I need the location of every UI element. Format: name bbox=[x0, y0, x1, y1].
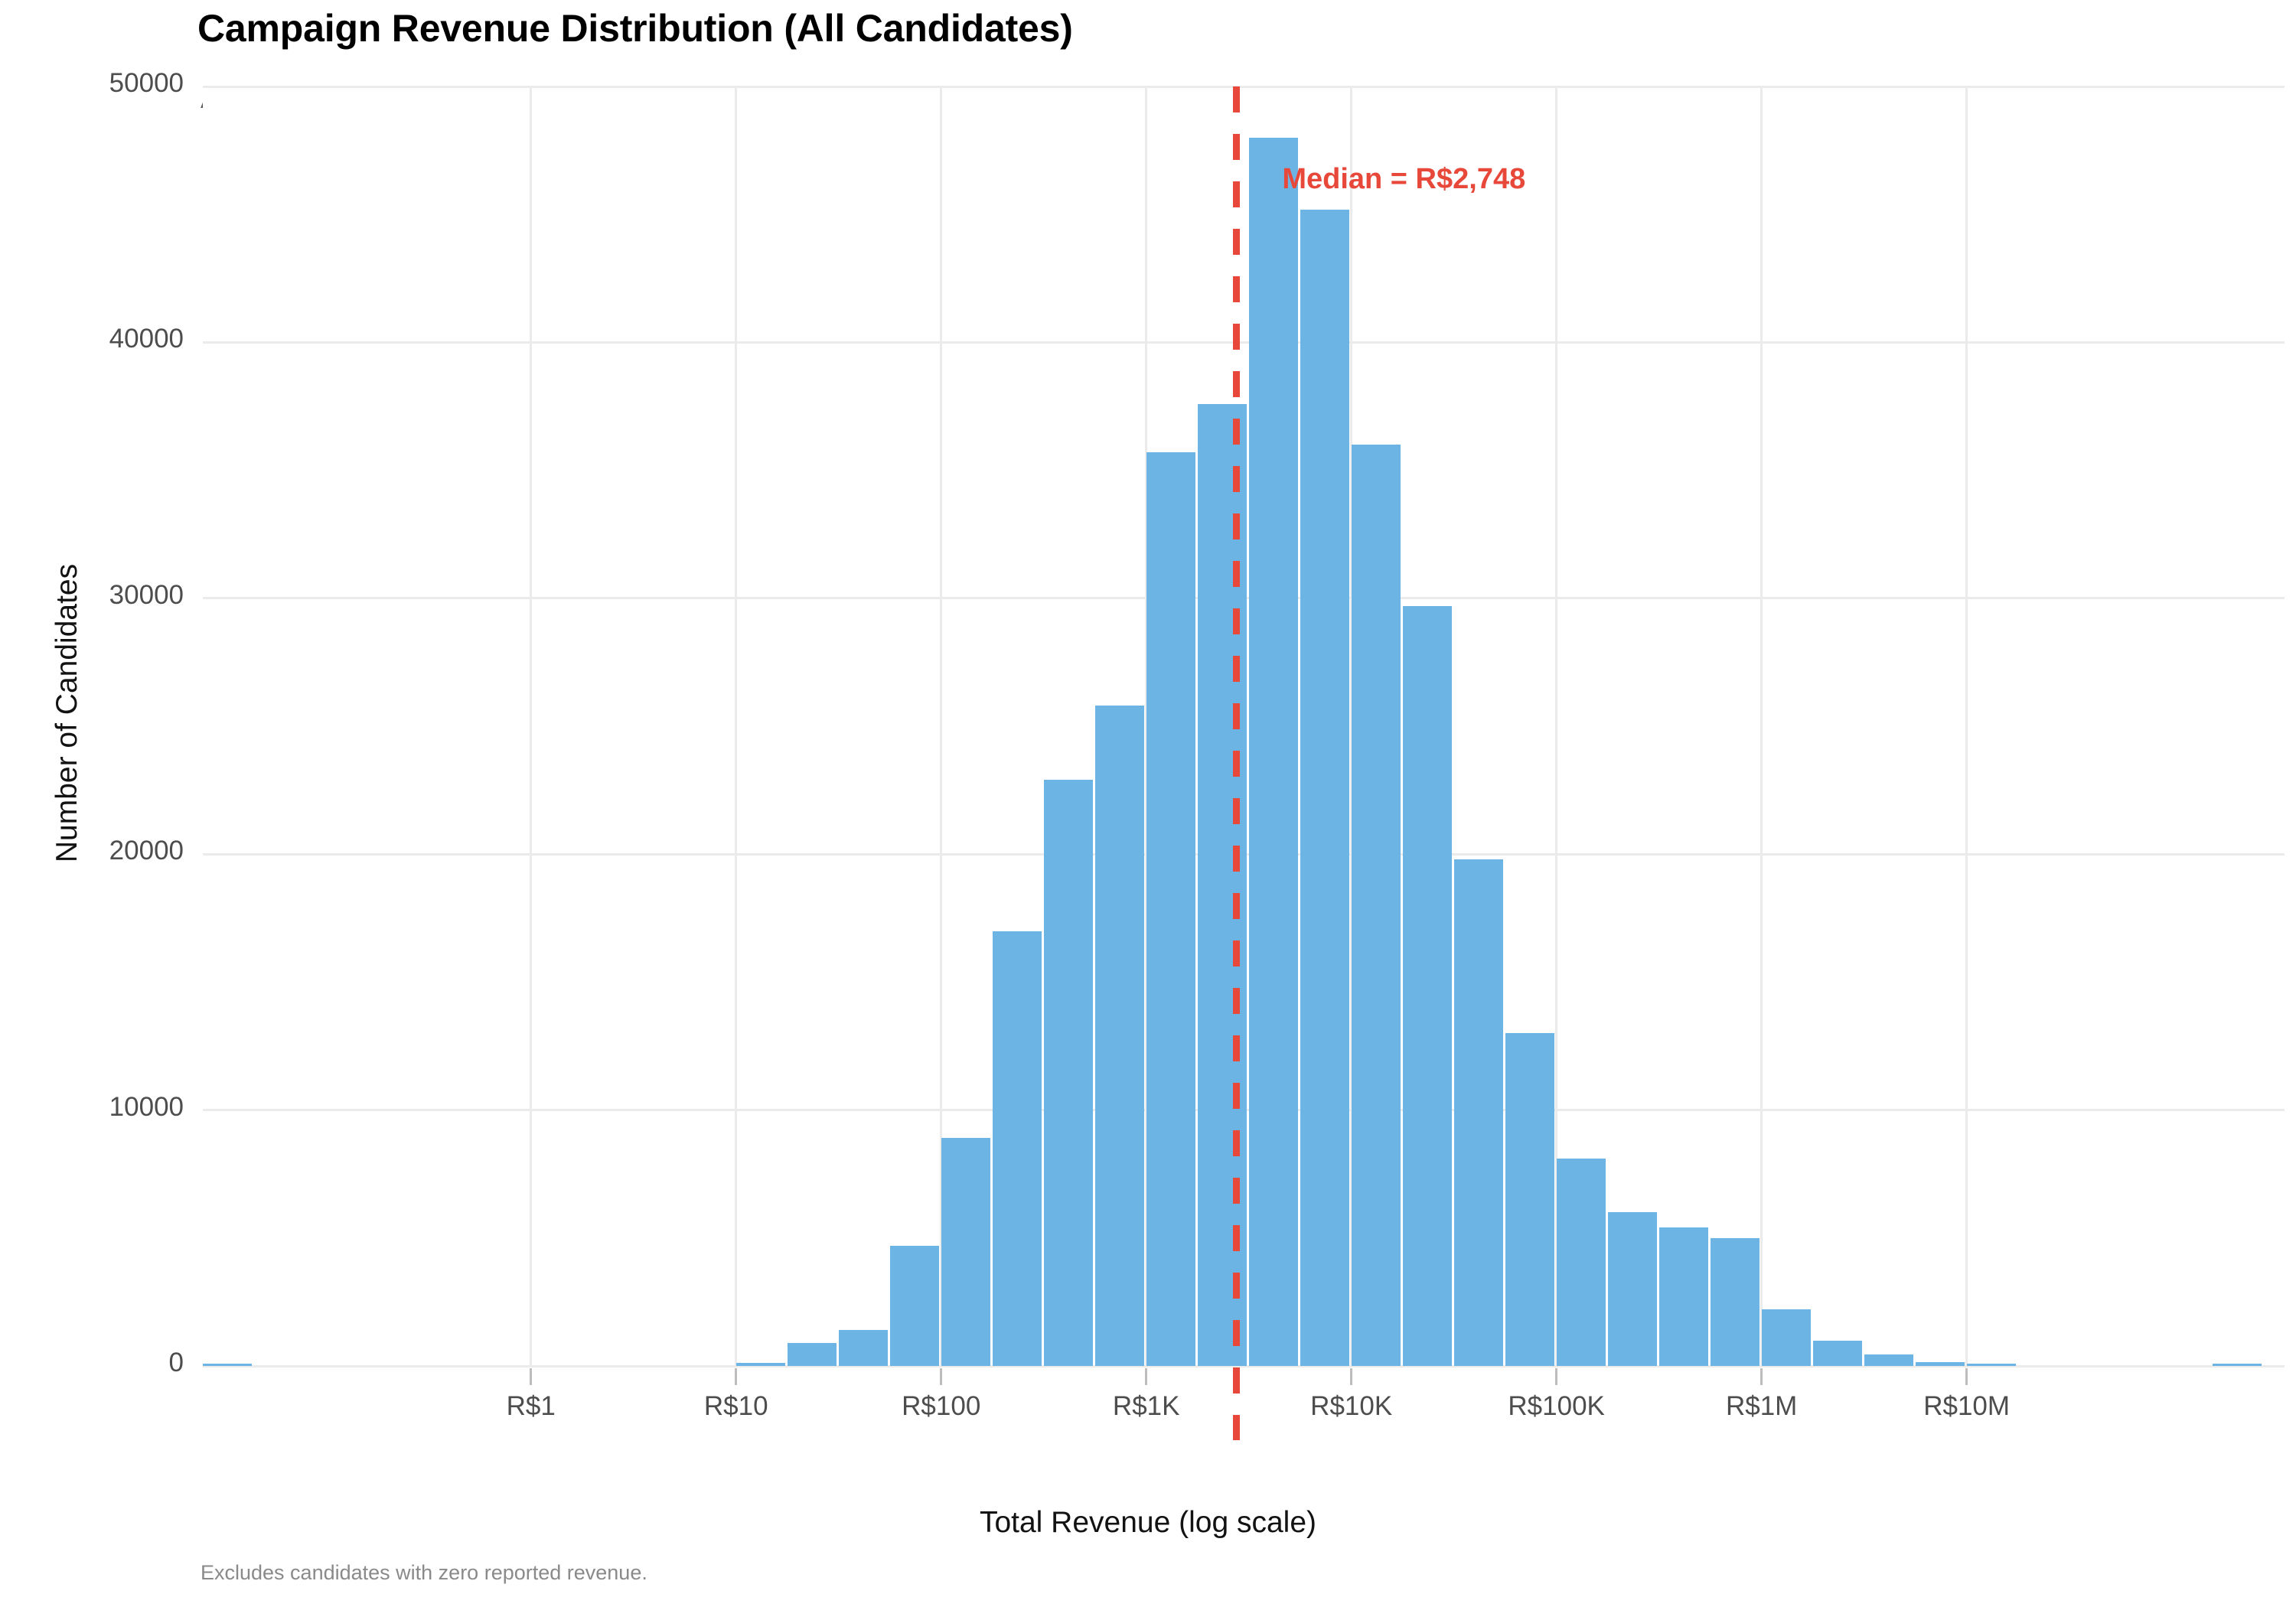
y-tick-label: 50000 bbox=[109, 68, 184, 98]
histogram-bar[interactable] bbox=[1300, 209, 1349, 1366]
y-tick-label: 30000 bbox=[109, 579, 184, 610]
histogram-bar[interactable] bbox=[1094, 706, 1144, 1366]
x-tick-mark bbox=[1145, 1368, 1148, 1385]
x-tick-label: R$1 bbox=[506, 1391, 556, 1421]
x-tick-mark bbox=[1760, 1368, 1763, 1385]
histogram-bar[interactable] bbox=[1915, 1361, 1965, 1366]
grid-line-vertical bbox=[1555, 86, 1558, 1366]
y-axis-label: Number of Candidates bbox=[51, 563, 83, 863]
histogram-bar[interactable] bbox=[1043, 780, 1093, 1366]
y-tick-label: 40000 bbox=[109, 324, 184, 354]
y-tick-label: 10000 bbox=[109, 1091, 184, 1122]
median-annotation-label: Median = R$2,748 bbox=[1282, 163, 1526, 195]
histogram-bar-edge-right[interactable] bbox=[2213, 1364, 2262, 1366]
histogram-bar[interactable] bbox=[1248, 137, 1298, 1366]
histogram-bar[interactable] bbox=[1402, 605, 1452, 1366]
grid-line-vertical bbox=[1965, 86, 1968, 1366]
histogram-bar[interactable] bbox=[941, 1138, 990, 1366]
histogram-bar[interactable] bbox=[1351, 445, 1401, 1366]
x-tick-mark bbox=[735, 1368, 738, 1385]
histogram-bar[interactable] bbox=[1505, 1033, 1554, 1366]
x-tick-mark bbox=[1350, 1368, 1353, 1385]
histogram-bar[interactable] bbox=[1453, 859, 1503, 1366]
x-tick-label: R$1M bbox=[1725, 1391, 1798, 1421]
median-reference-line bbox=[1233, 86, 1241, 1440]
y-tick-label: 0 bbox=[168, 1348, 184, 1377]
x-tick-mark bbox=[1965, 1368, 1968, 1385]
chart-title: Campaign Revenue Distribution (All Candi… bbox=[197, 7, 1073, 50]
histogram-bar[interactable] bbox=[1966, 1364, 2016, 1366]
histogram-bar[interactable] bbox=[1812, 1340, 1862, 1366]
histogram-bar[interactable] bbox=[889, 1245, 939, 1366]
histogram-bar[interactable] bbox=[787, 1342, 837, 1366]
grid-line-horizontal bbox=[203, 85, 2285, 88]
x-tick-label: R$1K bbox=[1112, 1391, 1180, 1421]
x-tick-label: R$100 bbox=[902, 1391, 981, 1421]
x-tick-label: R$10K bbox=[1310, 1391, 1393, 1421]
histogram-bar[interactable] bbox=[1658, 1227, 1708, 1366]
x-tick-mark bbox=[530, 1368, 533, 1385]
x-tick-mark bbox=[1555, 1368, 1558, 1385]
grid-line-vertical bbox=[735, 86, 738, 1366]
grid-line-horizontal bbox=[203, 1364, 2285, 1367]
x-tick-label: R$10M bbox=[1923, 1391, 2011, 1421]
grid-line-vertical bbox=[530, 86, 533, 1366]
histogram-bar[interactable] bbox=[1864, 1354, 1913, 1366]
x-tick-mark bbox=[940, 1368, 943, 1385]
x-tick-label: R$100K bbox=[1508, 1391, 1605, 1421]
plot-area bbox=[203, 85, 2285, 1367]
histogram-bar[interactable] bbox=[1556, 1159, 1606, 1366]
x-axis-label: Total Revenue (log scale) bbox=[979, 1506, 1317, 1539]
histogram-bar[interactable] bbox=[838, 1330, 888, 1366]
histogram-bar[interactable] bbox=[1146, 452, 1195, 1366]
chart-caption: Excludes candidates with zero reported r… bbox=[201, 1561, 647, 1584]
histogram-bar[interactable] bbox=[1761, 1309, 1811, 1366]
grid-line-vertical bbox=[940, 86, 943, 1366]
histogram-bar[interactable] bbox=[992, 931, 1042, 1366]
histogram-bar[interactable] bbox=[1607, 1212, 1657, 1366]
y-tick-label: 20000 bbox=[109, 836, 184, 866]
histogram-bar[interactable] bbox=[735, 1362, 785, 1366]
histogram-bar-edge-left[interactable] bbox=[203, 1364, 252, 1366]
grid-line-vertical bbox=[1760, 86, 1763, 1366]
histogram-bar[interactable] bbox=[1710, 1237, 1760, 1366]
grid-line-horizontal bbox=[203, 341, 2285, 344]
x-tick-label: R$10 bbox=[703, 1391, 768, 1421]
